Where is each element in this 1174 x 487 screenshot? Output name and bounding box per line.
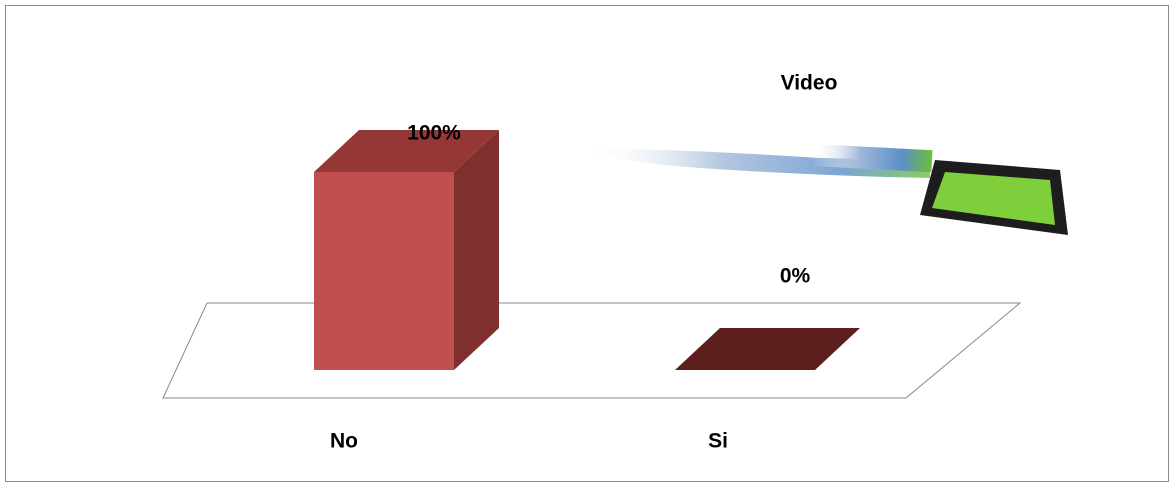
value-label: 100%: [407, 122, 461, 145]
chart-title: Video: [781, 72, 838, 95]
bar-front: [314, 172, 454, 370]
bar-top: [675, 328, 860, 370]
floor: [162, 302, 1022, 399]
bar-top: [314, 130, 499, 172]
x-tick-label: Si: [708, 430, 728, 453]
film-decoration: [585, 143, 1068, 235]
value-label: 0%: [780, 265, 811, 288]
bar-side: [454, 130, 499, 370]
chart-frame: [5, 5, 1169, 482]
x-tick-label: No: [330, 430, 358, 453]
